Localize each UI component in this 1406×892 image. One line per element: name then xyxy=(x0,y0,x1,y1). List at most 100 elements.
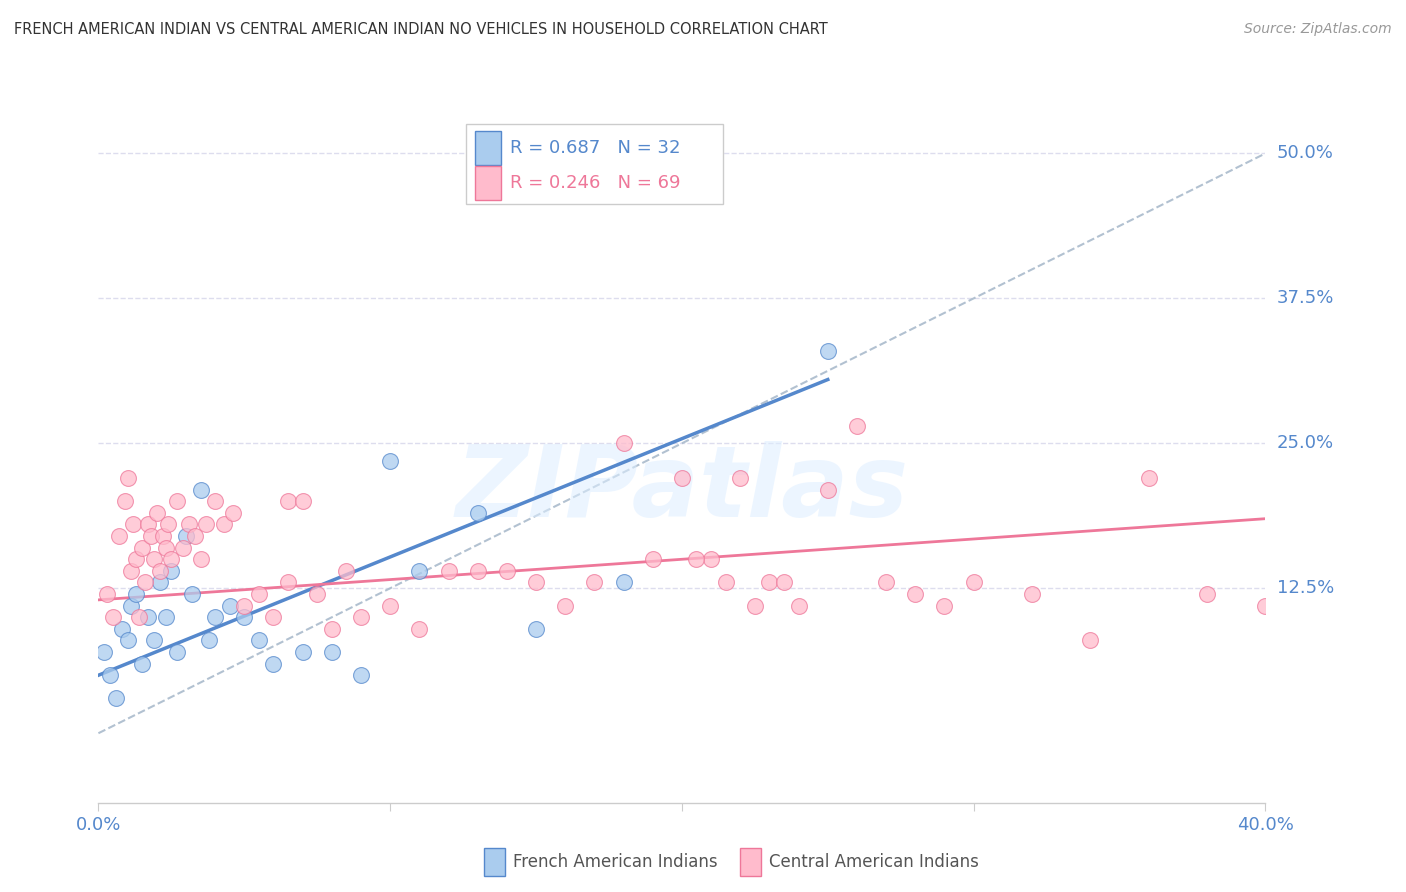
Point xyxy=(180,587,202,601)
Text: ZIPatlas: ZIPatlas xyxy=(456,442,908,538)
Point xyxy=(111,622,134,636)
Point xyxy=(190,483,212,497)
Point xyxy=(204,494,226,508)
Point xyxy=(524,622,547,636)
Point xyxy=(108,529,131,543)
Point xyxy=(380,599,402,613)
Point xyxy=(291,494,314,508)
Point xyxy=(172,541,194,555)
FancyBboxPatch shape xyxy=(741,848,761,876)
Point xyxy=(321,622,343,636)
Point xyxy=(117,633,139,648)
Point xyxy=(934,599,956,613)
Point xyxy=(641,552,664,566)
Point xyxy=(408,564,430,578)
Point xyxy=(744,599,766,613)
Point xyxy=(131,541,153,555)
Point xyxy=(583,575,606,590)
Text: Central American Indians: Central American Indians xyxy=(769,853,980,871)
Point xyxy=(160,564,183,578)
Point xyxy=(233,599,256,613)
Point xyxy=(263,610,285,624)
Text: 37.5%: 37.5% xyxy=(1277,289,1334,308)
Point xyxy=(98,668,121,682)
Point xyxy=(190,552,212,566)
Text: Source: ZipAtlas.com: Source: ZipAtlas.com xyxy=(1244,22,1392,37)
Point xyxy=(1197,587,1219,601)
Point xyxy=(437,564,460,578)
Point xyxy=(93,645,115,659)
Point xyxy=(120,599,142,613)
FancyBboxPatch shape xyxy=(465,124,723,204)
Point xyxy=(714,575,737,590)
FancyBboxPatch shape xyxy=(484,848,505,876)
FancyBboxPatch shape xyxy=(475,166,501,200)
Point xyxy=(1137,471,1160,485)
Point xyxy=(554,599,576,613)
Point xyxy=(157,517,180,532)
Point xyxy=(247,633,270,648)
Point xyxy=(671,471,693,485)
Point xyxy=(183,529,205,543)
Point xyxy=(247,587,270,601)
Point xyxy=(149,564,172,578)
Point xyxy=(166,494,188,508)
Point xyxy=(700,552,723,566)
Point xyxy=(155,541,177,555)
Point xyxy=(277,575,299,590)
Point xyxy=(875,575,897,590)
Text: 25.0%: 25.0% xyxy=(1277,434,1334,452)
Point xyxy=(198,633,221,648)
FancyBboxPatch shape xyxy=(475,131,501,165)
Point xyxy=(96,587,118,601)
Point xyxy=(817,483,839,497)
Point xyxy=(166,645,188,659)
Point xyxy=(149,575,172,590)
Point xyxy=(139,529,162,543)
Point xyxy=(212,517,235,532)
Point xyxy=(758,575,780,590)
Point xyxy=(104,691,127,706)
Point xyxy=(114,494,136,508)
Text: R = 0.246   N = 69: R = 0.246 N = 69 xyxy=(510,174,681,192)
Point xyxy=(773,575,796,590)
Point xyxy=(291,645,314,659)
Point xyxy=(1021,587,1043,601)
Text: FRENCH AMERICAN INDIAN VS CENTRAL AMERICAN INDIAN NO VEHICLES IN HOUSEHOLD CORRE: FRENCH AMERICAN INDIAN VS CENTRAL AMERIC… xyxy=(14,22,828,37)
Point xyxy=(125,587,148,601)
Point xyxy=(160,552,183,566)
Text: R = 0.687   N = 32: R = 0.687 N = 32 xyxy=(510,139,681,157)
Point xyxy=(277,494,299,508)
Point xyxy=(233,610,256,624)
Point xyxy=(730,471,752,485)
Point xyxy=(125,552,148,566)
Point xyxy=(350,610,373,624)
Point xyxy=(613,575,636,590)
Point xyxy=(120,564,142,578)
Point xyxy=(263,657,285,671)
Point xyxy=(1080,633,1102,648)
Point xyxy=(408,622,430,636)
Point xyxy=(613,436,636,450)
Point xyxy=(380,453,402,467)
Point xyxy=(131,657,153,671)
Point xyxy=(335,564,357,578)
Point xyxy=(321,645,343,659)
Point xyxy=(218,599,240,613)
Point xyxy=(846,418,869,433)
Point xyxy=(134,575,156,590)
Point xyxy=(174,529,197,543)
Point xyxy=(467,506,489,520)
Point xyxy=(787,599,810,613)
Point xyxy=(146,506,169,520)
Point xyxy=(101,610,124,624)
Point xyxy=(496,564,519,578)
Point xyxy=(962,575,984,590)
Point xyxy=(142,633,165,648)
Point xyxy=(685,552,707,566)
Point xyxy=(136,517,159,532)
Point xyxy=(221,506,243,520)
Point xyxy=(524,575,547,590)
Point xyxy=(1254,599,1277,613)
Point xyxy=(195,517,218,532)
